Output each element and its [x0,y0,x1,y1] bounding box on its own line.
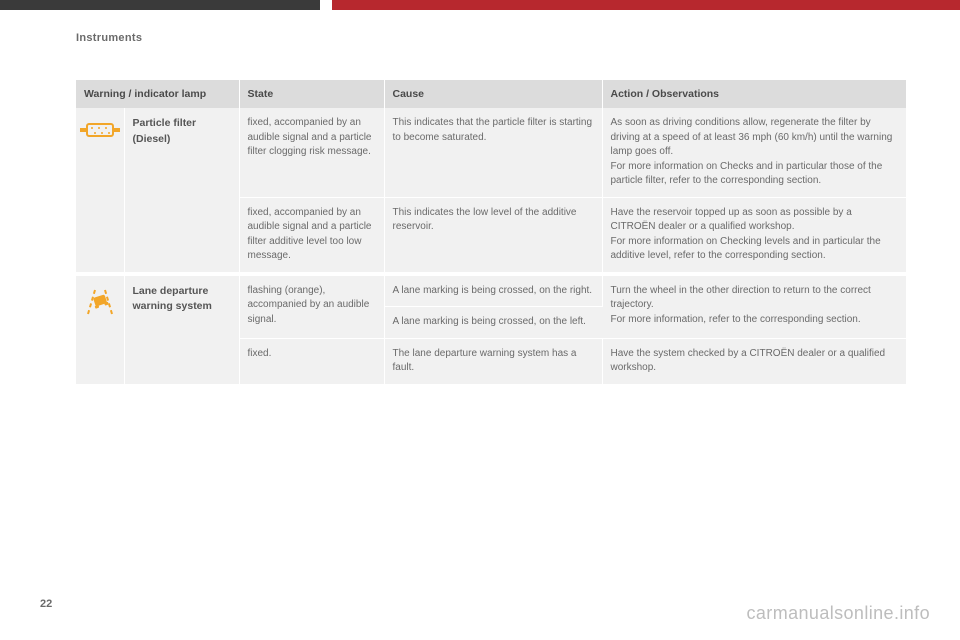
cause-cell: This indicates that the particle filter … [384,108,602,197]
lamp-label-cell: Lane departure warning system [124,274,239,385]
icon-cell-particle-filter [76,108,124,274]
lamp-label: Particle filter (Diesel) [133,117,197,145]
strip-red [332,0,960,10]
strip-dark [0,0,320,10]
cause-cell: A lane marking is being crossed, on the … [384,307,602,339]
strip-gap [320,0,332,10]
action-cell: Have the reservoir topped up as soon as … [602,197,906,274]
header-lamp: Warning / indicator lamp [76,80,239,108]
table-header-row: Warning / indicator lamp State Cause Act… [76,80,906,108]
cause-cell: This indicates the low level of the addi… [384,197,602,274]
state-cell: fixed. [239,338,384,384]
lamp-label: Lane departure warning system [133,285,212,313]
lamp-label-cell: Particle filter (Diesel) [124,108,239,274]
table-row: Lane departure warning system flashing (… [76,274,906,307]
action-cell: As soon as driving conditions allow, reg… [602,108,906,197]
lane-departure-icon [80,286,120,316]
cause-cell: A lane marking is being crossed, on the … [384,274,602,307]
section-label: Instruments [76,32,142,44]
warning-lamp-table: Warning / indicator lamp State Cause Act… [76,80,906,385]
action-cell: Have the system checked by a CITROËN dea… [602,338,906,384]
table-row: Particle filter (Diesel) fixed, accompan… [76,108,906,197]
icon-cell-lane-departure [76,274,124,385]
top-color-strip [0,0,960,10]
state-cell: fixed, accompanied by an audible signal … [239,108,384,197]
state-cell: flashing (orange), accompanied by an aud… [239,274,384,339]
particle-filter-icon [80,119,120,141]
header-state: State [239,80,384,108]
header-cause: Cause [384,80,602,108]
state-cell: fixed, accompanied by an audible signal … [239,197,384,274]
action-cell: Turn the wheel in the other direction to… [602,274,906,339]
page-number: 22 [40,598,52,610]
watermark: carmanualsonline.info [746,603,930,624]
header-action: Action / Observations [602,80,906,108]
cause-cell: The lane departure warning system has a … [384,338,602,384]
